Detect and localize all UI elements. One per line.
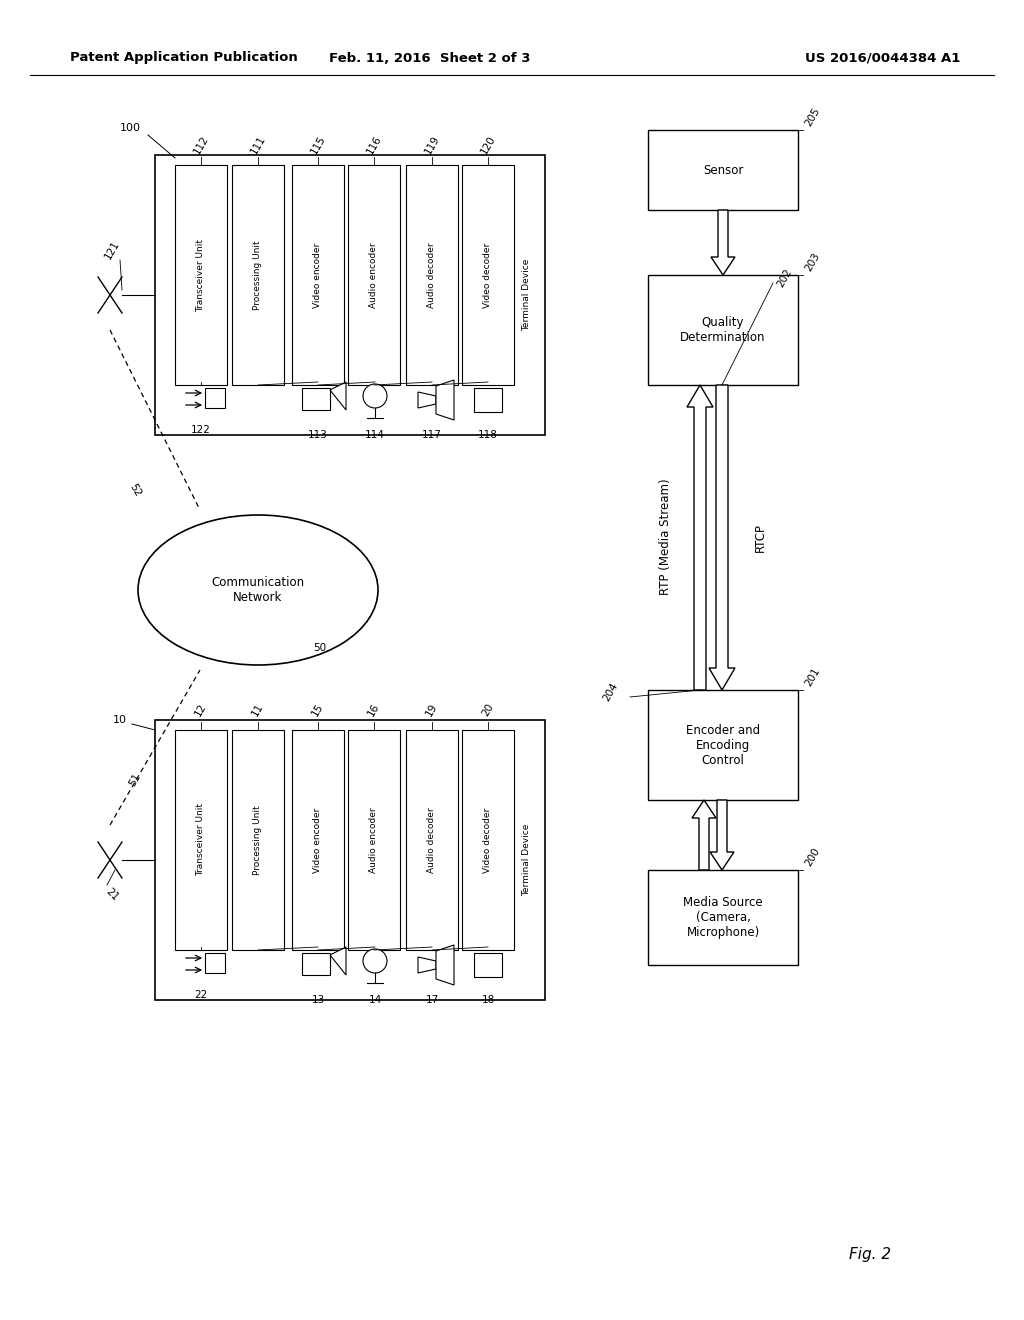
Text: 120: 120 [479,133,498,156]
Text: 114: 114 [366,430,385,440]
Text: Transceiver Unit: Transceiver Unit [197,239,206,312]
Text: 118: 118 [478,430,498,440]
Text: 205: 205 [803,106,821,128]
Text: 19: 19 [424,702,439,718]
Bar [302,953,330,975]
Text: 11: 11 [250,702,265,718]
Bar [648,275,798,385]
Text: 100: 100 [120,123,140,133]
Bar [175,165,227,385]
Text: RTP (Media Stream): RTP (Media Stream) [658,479,672,595]
Bar [462,165,514,385]
Text: 204: 204 [601,681,620,704]
Text: Video encoder: Video encoder [313,243,323,308]
Text: 14: 14 [369,995,382,1005]
Polygon shape [418,392,436,408]
Bar [232,165,284,385]
Text: 12: 12 [194,702,209,718]
Text: Encoder and
Encoding
Control: Encoder and Encoding Control [686,723,760,767]
Text: 22: 22 [195,990,208,1001]
Polygon shape [710,800,734,870]
Text: 15: 15 [310,702,326,718]
Text: Audio decoder: Audio decoder [427,242,436,308]
Text: Video encoder: Video encoder [313,808,323,873]
Polygon shape [330,381,346,411]
Text: Terminal Device: Terminal Device [522,824,531,896]
Text: 116: 116 [365,133,383,156]
Text: 16: 16 [367,702,382,718]
Text: 111: 111 [249,133,267,156]
Text: Patent Application Publication: Patent Application Publication [70,51,298,65]
Bar [462,730,514,950]
Text: 112: 112 [191,133,210,156]
Polygon shape [709,385,735,690]
Bar [348,165,400,385]
Bar [648,129,798,210]
Text: 200: 200 [803,846,821,869]
Text: 201: 201 [803,665,821,688]
Text: Processing Unit: Processing Unit [254,240,262,310]
Text: 113: 113 [308,430,328,440]
Text: Video decoder: Video decoder [483,808,493,873]
Text: Transceiver Unit: Transceiver Unit [197,804,206,876]
Polygon shape [418,957,436,973]
Text: Communication
Network: Communication Network [211,576,304,605]
Text: 121: 121 [102,239,121,261]
Text: Video decoder: Video decoder [483,243,493,308]
Polygon shape [711,210,735,275]
Text: 117: 117 [422,430,442,440]
Text: 115: 115 [308,133,328,156]
Text: 21: 21 [103,887,120,903]
Text: 52: 52 [127,482,142,498]
Polygon shape [687,385,713,690]
Bar [232,730,284,950]
Text: 10: 10 [113,715,127,725]
Text: RTCP: RTCP [754,523,767,552]
Bar [474,388,502,412]
Circle shape [362,949,387,973]
Text: Quality
Determination: Quality Determination [680,315,766,345]
Text: Feb. 11, 2016  Sheet 2 of 3: Feb. 11, 2016 Sheet 2 of 3 [330,51,530,65]
Text: 202: 202 [775,267,794,289]
Polygon shape [436,380,454,420]
Bar [205,388,225,408]
Text: Processing Unit: Processing Unit [254,805,262,875]
Text: 13: 13 [311,995,325,1005]
Text: 122: 122 [191,425,211,436]
Text: Sensor: Sensor [702,164,743,177]
Bar [648,690,798,800]
Bar [155,719,545,1001]
Bar [474,953,502,977]
Circle shape [362,384,387,408]
Text: Terminal Device: Terminal Device [522,259,531,331]
Polygon shape [330,946,346,975]
Text: 203: 203 [803,251,821,273]
Text: 20: 20 [480,702,496,718]
Bar [205,953,225,973]
Bar [302,388,330,411]
Text: 51: 51 [127,772,142,788]
Bar [348,730,400,950]
Bar [175,730,227,950]
Text: US 2016/0044384 A1: US 2016/0044384 A1 [805,51,961,65]
Bar [292,165,344,385]
Ellipse shape [138,515,378,665]
Polygon shape [692,800,716,870]
Text: Fig. 2: Fig. 2 [849,1247,891,1262]
Bar [292,730,344,950]
Bar [406,165,458,385]
Text: 18: 18 [481,995,495,1005]
Text: 17: 17 [425,995,438,1005]
Text: Audio decoder: Audio decoder [427,808,436,873]
Text: 119: 119 [423,133,441,156]
Text: Audio encoder: Audio encoder [370,242,379,308]
Bar [406,730,458,950]
Bar [648,870,798,965]
Text: Audio encoder: Audio encoder [370,808,379,873]
Text: Media Source
(Camera,
Microphone): Media Source (Camera, Microphone) [683,896,763,939]
Text: 50: 50 [313,643,327,653]
Polygon shape [436,945,454,985]
Bar [155,154,545,436]
